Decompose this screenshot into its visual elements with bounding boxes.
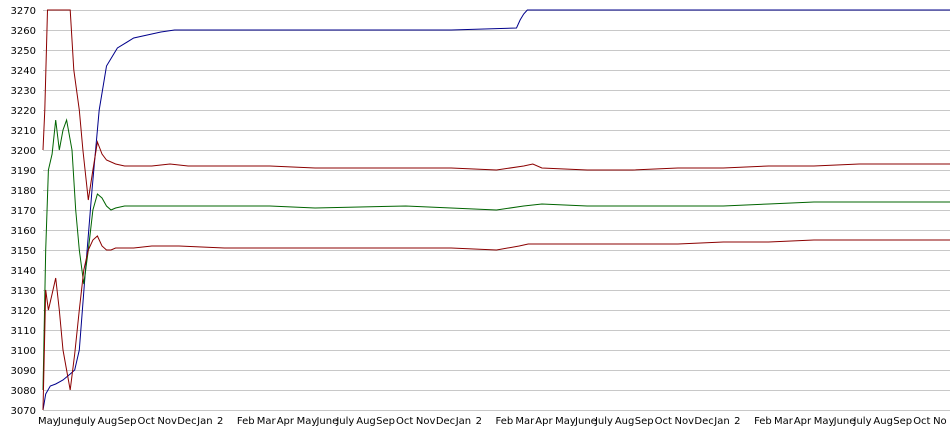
x-tick-label: Nov	[157, 416, 177, 427]
x-tick-label: July	[853, 416, 872, 427]
y-tick-label: 3110	[11, 326, 36, 337]
y-tick-label: 3140	[11, 266, 36, 277]
x-tick-label: June	[315, 416, 338, 427]
x-tick-label: Apr	[794, 416, 812, 427]
y-tick-label: 3190	[11, 166, 36, 177]
x-tick-label: Feb	[237, 416, 255, 427]
y-tick-label: 3070	[11, 406, 36, 417]
y-tick-label: 3260	[11, 26, 36, 37]
x-tick-label: May	[555, 416, 576, 427]
x-tick-label: May	[814, 416, 835, 427]
x-tick-label: June	[574, 416, 597, 427]
x-tick-label: 2	[217, 416, 223, 427]
x-tick-label: Dec	[177, 416, 196, 427]
x-tick-label: Feb	[495, 416, 513, 427]
x-tick-label: Sep	[635, 416, 654, 427]
x-tick-label: July	[594, 416, 613, 427]
x-tick-label: Dec	[436, 416, 455, 427]
y-tick-label: 3200	[11, 146, 36, 157]
series-line-4	[42, 235, 950, 411]
y-tick-label: 3090	[11, 366, 36, 377]
y-tick-label: 3210	[11, 126, 36, 137]
x-tick-label: Oct	[655, 416, 672, 427]
x-tick-label: Mar	[774, 416, 794, 427]
x-tick-label: Oct	[396, 416, 413, 427]
y-tick-label: 3120	[11, 306, 36, 317]
y-tick-label: 3160	[11, 226, 36, 237]
x-tick-label: 2	[734, 416, 740, 427]
y-tick-label: 3250	[11, 46, 36, 57]
x-tick-label: Oct	[137, 416, 154, 427]
x-tick-label: Sep	[118, 416, 137, 427]
x-tick-label: Mar	[515, 416, 535, 427]
x-tick-label: July	[335, 416, 354, 427]
x-tick-label: Dec	[694, 416, 713, 427]
y-axis-ticks: 3070 3080 3090 3100 3110 3120 3130 3140 3150 3160…	[11, 6, 36, 417]
x-tick-label: 2	[476, 416, 482, 427]
y-tick-label: 3170	[11, 206, 36, 217]
y-tick-label: 3230	[11, 86, 36, 97]
y-tick-label: 3270	[11, 6, 36, 17]
y-tick-label: 3100	[11, 346, 36, 357]
y-tick-label: 3240	[11, 66, 36, 77]
y-tick-label: 3180	[11, 186, 36, 197]
x-tick-label: June	[833, 416, 856, 427]
y-tick-label: 3080	[11, 386, 36, 397]
x-tick-label: No	[933, 416, 947, 427]
x-tick-label: Oct	[913, 416, 930, 427]
y-tick-label: 3150	[11, 246, 36, 257]
x-tick-label: Sep	[376, 416, 395, 427]
x-tick-label: Jan	[196, 416, 212, 427]
x-tick-label: Nov	[416, 416, 436, 427]
y-tick-label: 3220	[11, 106, 36, 117]
x-tick-label: Jan	[713, 416, 729, 427]
x-tick-label: Feb	[754, 416, 772, 427]
series-line-3	[42, 118, 950, 391]
x-tick-label: Mar	[257, 416, 277, 427]
series-lines	[42, 9, 950, 411]
x-tick-label: July	[77, 416, 96, 427]
x-tick-label: Aug	[615, 416, 635, 427]
x-tick-label: June	[57, 416, 80, 427]
x-tick-label: Apr	[277, 416, 295, 427]
x-tick-label: Apr	[535, 416, 553, 427]
x-tick-label: May	[297, 416, 318, 427]
x-tick-label: Aug	[356, 416, 376, 427]
x-tick-label: May	[38, 416, 59, 427]
y-tick-label: 3130	[11, 286, 36, 297]
x-tick-label: Nov	[675, 416, 695, 427]
x-tick-label: Aug	[98, 416, 118, 427]
series-line-1	[42, 9, 950, 411]
x-tick-label: Jan	[455, 416, 471, 427]
series-line-2	[42, 9, 950, 201]
x-tick-label: Sep	[893, 416, 912, 427]
x-tick-label: Aug	[873, 416, 893, 427]
